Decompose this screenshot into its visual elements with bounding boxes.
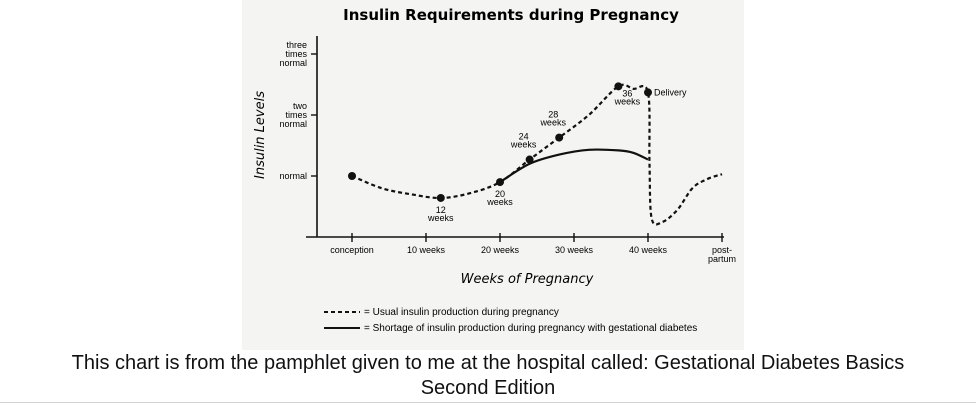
data-point-label: 24 <box>519 132 529 142</box>
data-point-marker <box>496 178 504 187</box>
shortage-insulin-line <box>499 148 649 184</box>
x-tick-label: 30 weeks <box>555 245 594 255</box>
y-tick-label: three <box>286 40 307 50</box>
y-axis-label: Insulin Levels <box>253 91 268 179</box>
insulin-chart: Insulin Requirements during Pregnancy In… <box>253 6 736 334</box>
x-ticks: conception 10 weeks 20 weeks 30 weeks 40 wee… <box>330 233 736 264</box>
data-point-label: weeks <box>486 197 513 207</box>
data-point-marker <box>348 172 356 180</box>
data-point-label: Delivery <box>654 87 687 97</box>
data-point-label: weeks <box>539 118 566 128</box>
legend-solid-label: = Shortage of insulin production during … <box>364 323 697 334</box>
chart-title: Insulin Requirements during Pregnancy <box>343 6 679 24</box>
data-point-marker <box>436 193 445 202</box>
y-tick-label: normal <box>279 171 307 181</box>
series-layer <box>351 83 723 226</box>
y-tick-label: normal <box>279 119 307 129</box>
usual-insulin-line <box>351 83 723 226</box>
x-axis-label: Weeks of Pregnancy <box>461 272 594 287</box>
x-tick-label: 10 weeks <box>407 245 446 255</box>
x-tick-label: 40 weeks <box>629 245 668 255</box>
marker-layer: 12weeks20weeks24weeks28weeks36weeksDeliv… <box>348 82 687 223</box>
data-point-label: weeks <box>614 96 641 106</box>
data-point-label: weeks <box>427 213 454 223</box>
caption: This chart is from the pamphlet given to… <box>0 351 976 401</box>
data-point-label: 28 <box>548 110 558 120</box>
data-point-label: 20 <box>495 189 505 199</box>
data-point-marker <box>644 88 652 97</box>
x-tick-label: post- <box>712 245 732 255</box>
y-tick-label: times <box>285 49 307 59</box>
legend: = Usual insulin production during pregna… <box>324 307 697 334</box>
x-tick-label: 20 weeks <box>481 245 520 255</box>
caption-line-2: Second Edition <box>420 377 556 399</box>
x-tick-label: conception <box>330 245 374 255</box>
legend-dashed-label: = Usual insulin production during pregna… <box>364 307 559 318</box>
y-tick-label: normal <box>279 58 307 68</box>
y-tick-label: two <box>293 101 307 111</box>
data-point-label: 36 <box>622 88 632 98</box>
data-point-marker <box>555 133 564 142</box>
x-tick-label: partum <box>708 254 736 264</box>
bottom-divider <box>0 402 976 403</box>
y-tick-label: times <box>285 110 307 120</box>
data-point-marker <box>614 82 623 91</box>
data-point-label: 12 <box>436 205 446 215</box>
data-point-label: weeks <box>510 140 537 150</box>
chart-scan: Insulin Requirements during Pregnancy In… <box>242 0 744 350</box>
data-point-marker <box>525 155 534 164</box>
caption-line-1: This chart is from the pamphlet given to… <box>71 352 905 374</box>
